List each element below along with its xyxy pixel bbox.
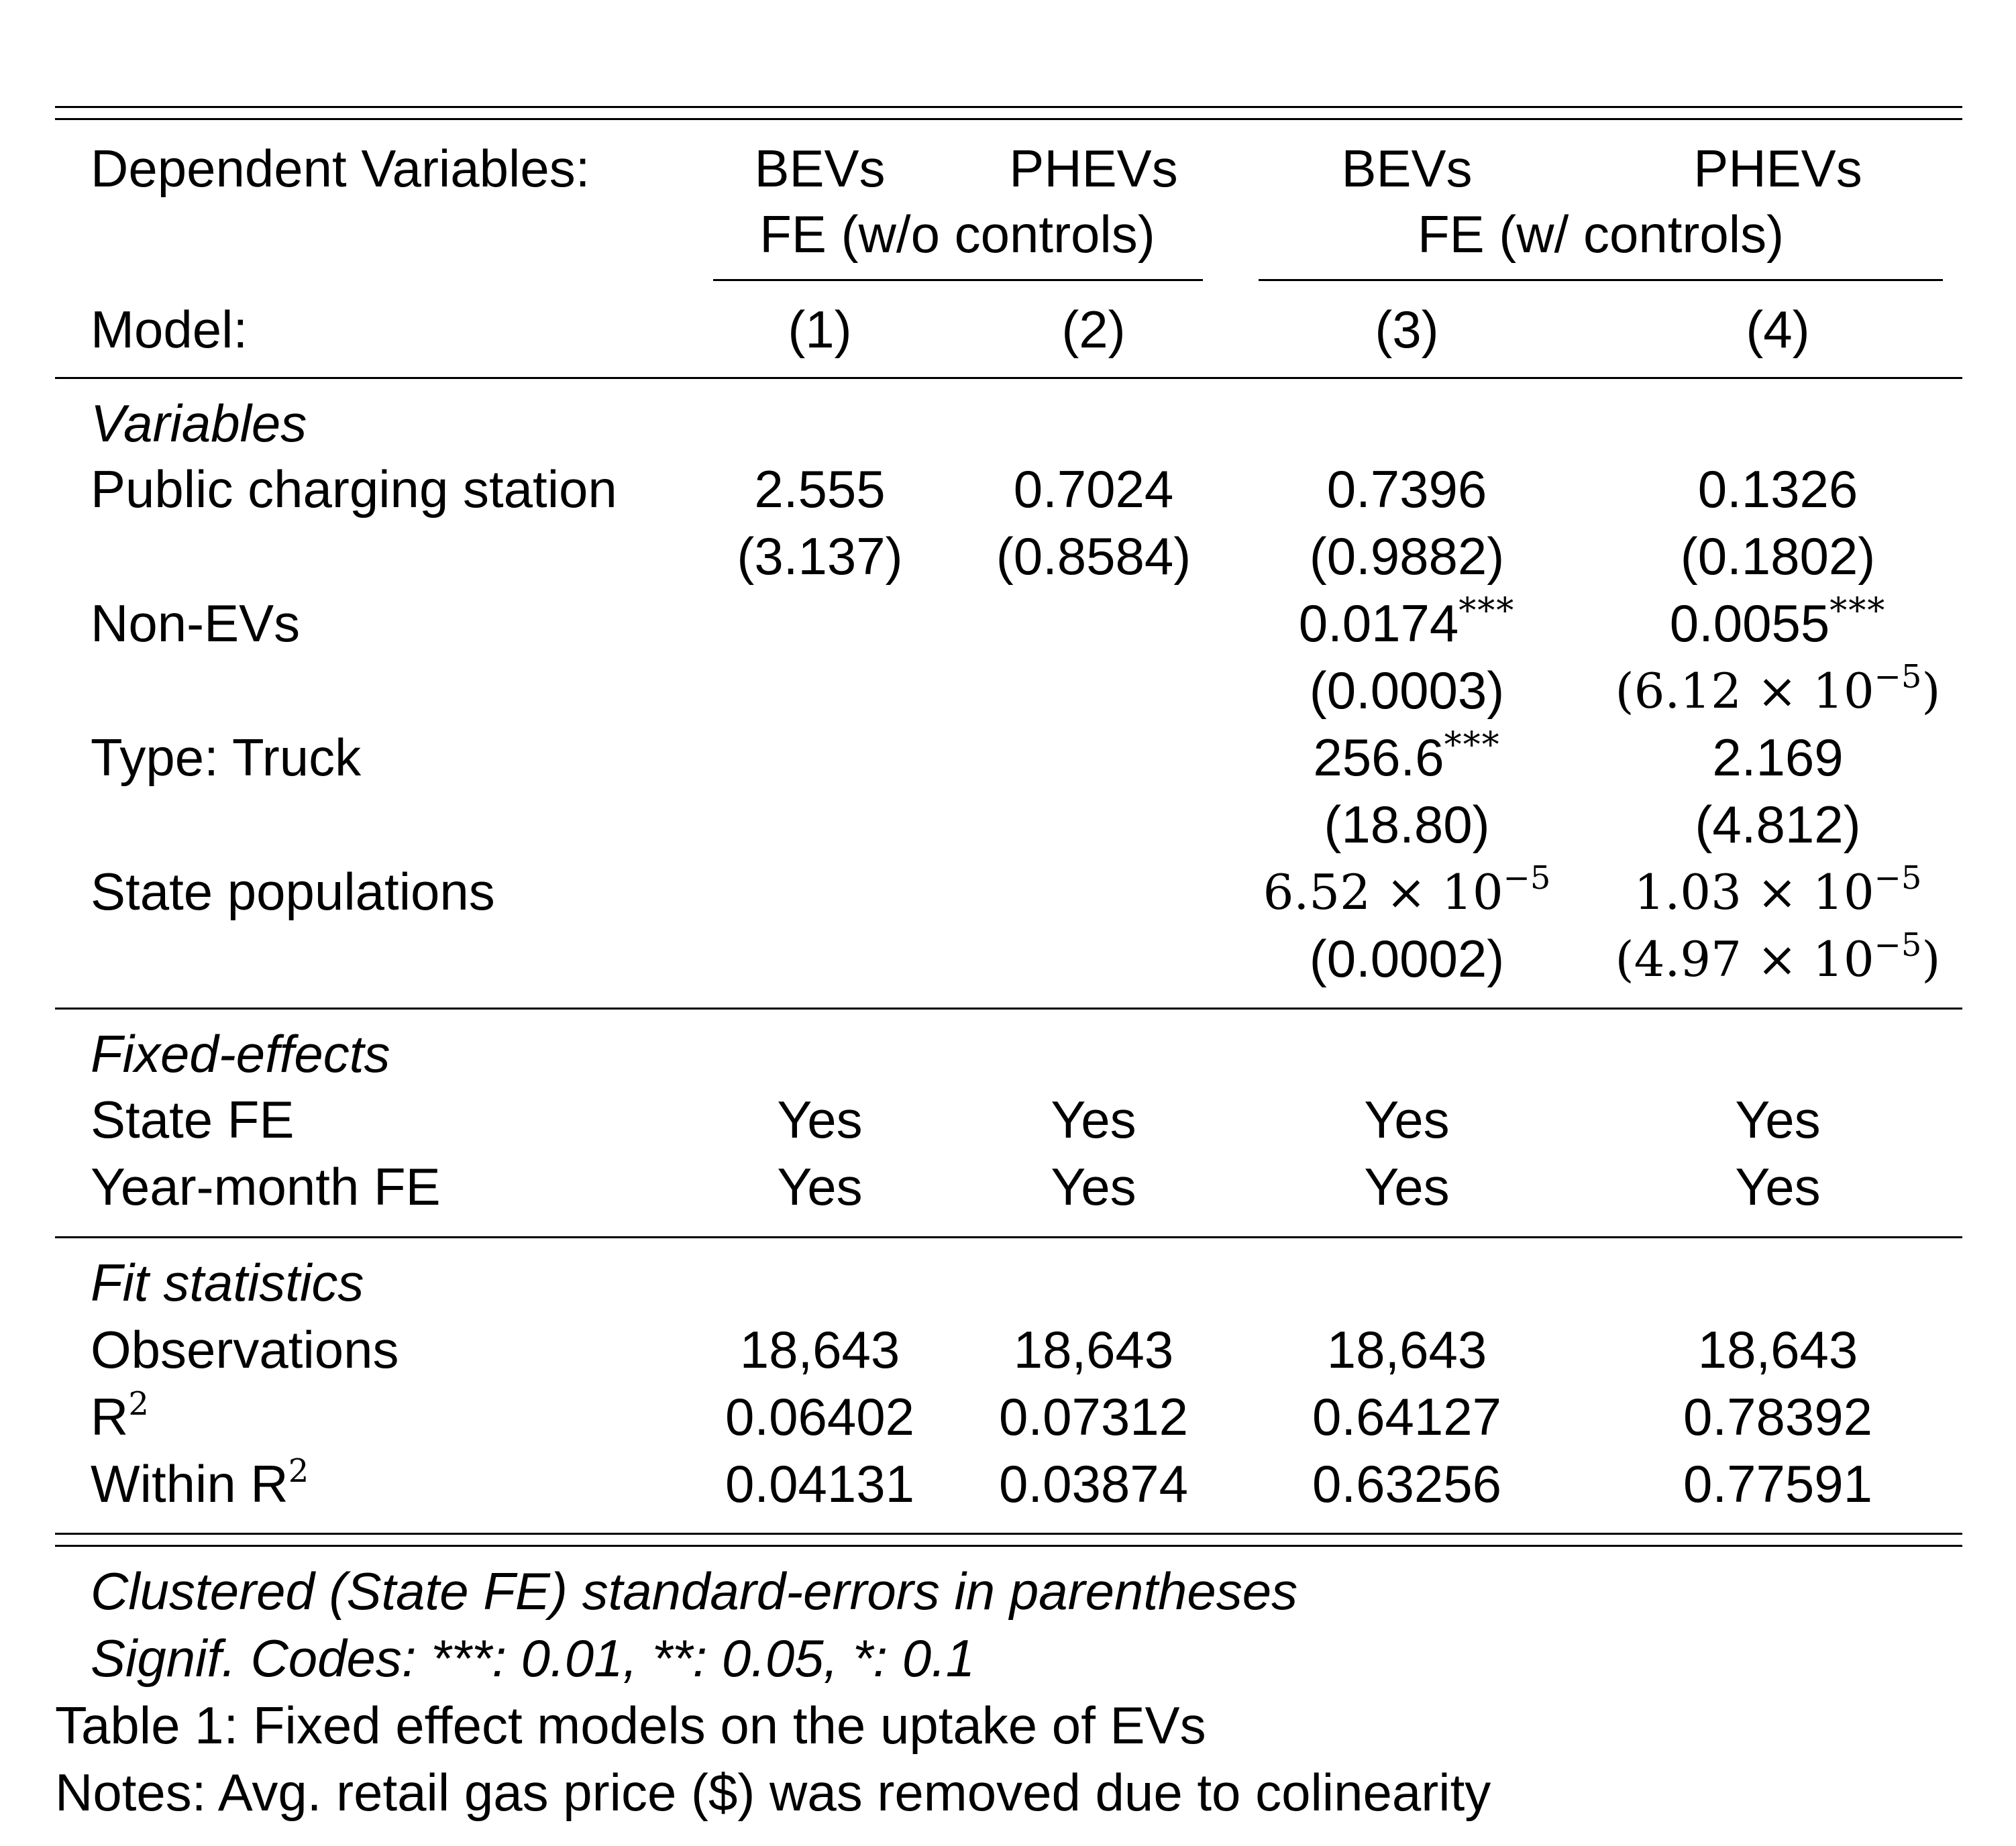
coef-base: 6.52 × 10 bbox=[1263, 864, 1503, 920]
coef-cell: 0.7024 bbox=[1013, 459, 1174, 519]
section-fit-statistics: Fit statistics bbox=[91, 1253, 364, 1312]
se-cell: (6.12 × 10−5) bbox=[1615, 661, 1941, 715]
se-cell: (0.9882) bbox=[1309, 527, 1505, 586]
table-caption: Table 1: Fixed effect models on the upta… bbox=[55, 1696, 1206, 1755]
bottom-rule bbox=[55, 1545, 1962, 1547]
group-header-without-controls: FE (w/o controls) bbox=[759, 205, 1155, 264]
r2-label: R bbox=[91, 1387, 129, 1446]
fe-cell: Yes bbox=[1735, 1157, 1821, 1216]
row-label-state-fe: State FE bbox=[91, 1090, 295, 1149]
fit-cell: 0.64127 bbox=[1312, 1387, 1501, 1446]
row-label-within-r2: Within R2 bbox=[91, 1455, 309, 1510]
row-label-state-populations: State populations bbox=[91, 862, 495, 921]
row-label-observations: Observations bbox=[91, 1320, 399, 1379]
fit-cell: 0.03874 bbox=[999, 1454, 1188, 1513]
coef-cell: 1.03 × 10−5 bbox=[1634, 862, 1922, 916]
coef-cell: 256.6*** bbox=[1313, 728, 1500, 783]
significance-stars: *** bbox=[1829, 591, 1887, 631]
se-cell: (4.812) bbox=[1695, 795, 1861, 854]
dependent-col4: PHEVs bbox=[1693, 139, 1862, 198]
se-cell: (18.80) bbox=[1324, 795, 1490, 854]
fit-cell: 0.06402 bbox=[725, 1387, 914, 1446]
significance-stars: *** bbox=[1444, 725, 1501, 765]
section-fixed-effects: Fixed-effects bbox=[91, 1024, 390, 1083]
fe-cell: Yes bbox=[1051, 1157, 1136, 1216]
dependent-variables-label: Dependent Variables: bbox=[91, 139, 590, 198]
fe-cell: Yes bbox=[1735, 1090, 1821, 1149]
r2-superscript: 2 bbox=[128, 1385, 149, 1423]
top-rule bbox=[55, 106, 1962, 108]
se-cell: (0.8584) bbox=[996, 527, 1191, 586]
fit-cell: 18,643 bbox=[1013, 1320, 1174, 1379]
section-variables: Variables bbox=[91, 394, 307, 453]
fit-cell: 18,643 bbox=[1697, 1320, 1858, 1379]
dependent-col3: BEVs bbox=[1341, 139, 1473, 198]
coef-base: 1.03 × 10 bbox=[1634, 864, 1874, 920]
fit-cell: 0.78392 bbox=[1683, 1387, 1872, 1446]
fe-cell: Yes bbox=[1051, 1090, 1136, 1149]
se-close: ) bbox=[1921, 931, 1941, 987]
se-base: (4.97 × 10 bbox=[1615, 931, 1874, 987]
section-rule bbox=[55, 1008, 1962, 1010]
table-notes: Notes: Avg. retail gas price ($) was rem… bbox=[55, 1763, 1491, 1822]
coef-value: 0.0174 bbox=[1298, 594, 1459, 653]
fe-cell: Yes bbox=[1364, 1090, 1450, 1149]
se-close: ) bbox=[1921, 663, 1941, 719]
within-r2-label: Within R bbox=[91, 1454, 288, 1513]
fe-cell: Yes bbox=[1364, 1157, 1450, 1216]
fit-cell: 18,643 bbox=[1326, 1320, 1487, 1379]
model-number: (2) bbox=[1061, 300, 1126, 359]
se-cell: (3.137) bbox=[737, 527, 903, 586]
significance-stars: *** bbox=[1458, 591, 1516, 631]
coef-cell: 6.52 × 10−5 bbox=[1263, 862, 1551, 916]
coef-value: 256.6 bbox=[1313, 728, 1444, 787]
model-number: (1) bbox=[788, 300, 852, 359]
coef-exponent: −5 bbox=[1874, 859, 1922, 897]
row-label-truck: Type: Truck bbox=[91, 728, 362, 787]
fit-cell: 0.07312 bbox=[999, 1387, 1188, 1446]
se-base: (6.12 × 10 bbox=[1615, 663, 1874, 719]
model-number: (4) bbox=[1746, 300, 1810, 359]
coef-exponent: −5 bbox=[1503, 859, 1551, 897]
group-header-with-controls: FE (w/ controls) bbox=[1417, 205, 1785, 264]
bottom-rule bbox=[55, 1533, 1962, 1535]
row-label-r2: R2 bbox=[91, 1388, 149, 1443]
header-rule bbox=[55, 377, 1962, 379]
fit-cell: 0.63256 bbox=[1312, 1454, 1501, 1513]
fe-cell: Yes bbox=[777, 1157, 863, 1216]
within-r2-superscript: 2 bbox=[288, 1452, 309, 1490]
group-rule-with-controls bbox=[1259, 279, 1943, 281]
fit-cell: 0.77591 bbox=[1683, 1454, 1872, 1513]
coef-cell: 2.169 bbox=[1712, 728, 1844, 787]
footnote-clustered-se: Clustered (State FE) standard-errors in … bbox=[91, 1562, 1298, 1621]
dependent-col1: BEVs bbox=[754, 139, 886, 198]
coef-cell: 0.0174*** bbox=[1299, 594, 1516, 649]
coef-cell: 2.555 bbox=[754, 459, 886, 519]
fit-cell: 0.04131 bbox=[725, 1454, 914, 1513]
coef-cell: 0.0055*** bbox=[1670, 594, 1887, 649]
coef-cell: 0.1326 bbox=[1697, 459, 1858, 519]
se-cell: (0.0003) bbox=[1309, 661, 1505, 720]
model-number: (3) bbox=[1375, 300, 1439, 359]
footnote-signif-codes: Signif. Codes: ***: 0.01, **: 0.05, *: 0… bbox=[91, 1629, 975, 1688]
se-cell: (4.97 × 10−5) bbox=[1615, 929, 1941, 983]
fit-cell: 18,643 bbox=[739, 1320, 900, 1379]
model-label: Model: bbox=[91, 300, 248, 359]
se-cell: (0.1802) bbox=[1680, 527, 1876, 586]
fe-cell: Yes bbox=[777, 1090, 863, 1149]
dependent-col2: PHEVs bbox=[1009, 139, 1178, 198]
se-exponent: −5 bbox=[1874, 926, 1922, 964]
row-label-charging: Public charging station bbox=[91, 459, 617, 519]
row-label-year-month-fe: Year-month FE bbox=[91, 1157, 441, 1216]
top-rule bbox=[55, 118, 1962, 120]
coef-cell: 0.7396 bbox=[1326, 459, 1487, 519]
row-label-non-evs: Non-EVs bbox=[91, 594, 301, 653]
group-rule-without-controls bbox=[713, 279, 1203, 281]
coef-value: 0.0055 bbox=[1669, 594, 1830, 653]
se-exponent: −5 bbox=[1874, 658, 1922, 696]
section-rule bbox=[55, 1236, 1962, 1238]
se-cell: (0.0002) bbox=[1309, 929, 1505, 988]
